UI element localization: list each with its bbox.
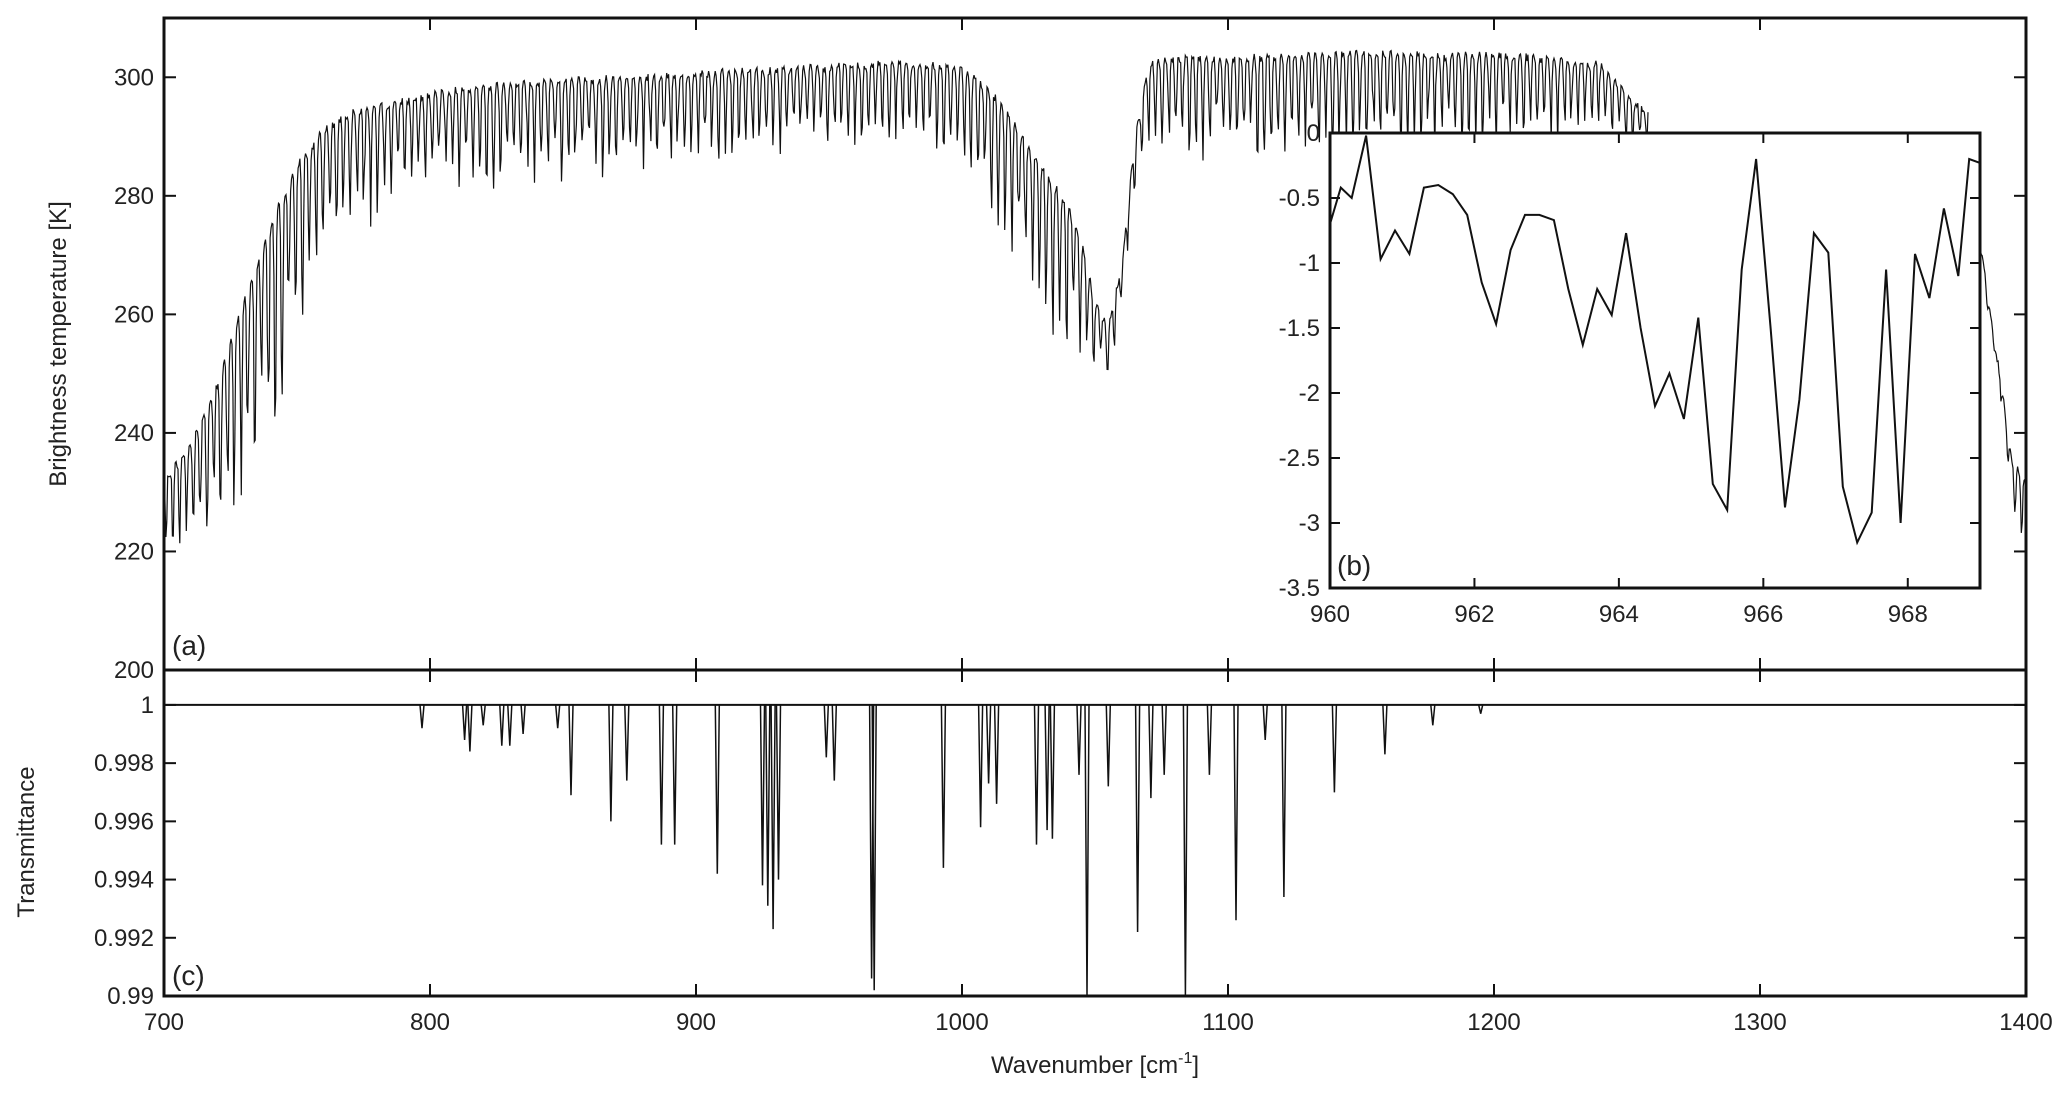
absorption-line	[993, 704, 1000, 804]
y-tick-label: 0.996	[94, 808, 154, 835]
panel-a-ticks: 200 220 240 260 280 300	[114, 18, 2027, 684]
absorption-line	[770, 704, 776, 930]
absorption-line	[759, 704, 766, 886]
y-tick-label: -3.5	[1279, 575, 1320, 602]
absorption-line	[520, 704, 526, 735]
x-axis-title-exponent: -1	[1178, 1050, 1192, 1067]
x-tick-label: 800	[410, 1009, 450, 1036]
y-tick-label: -2	[1299, 380, 1320, 407]
absorption-line	[624, 704, 630, 781]
x-tick-label: 1100	[1202, 1009, 1254, 1036]
y-tick-label: 0.994	[94, 867, 154, 894]
panel-c-frame	[162, 668, 2028, 998]
x-tick-label: 1000	[935, 1009, 988, 1036]
absorption-line	[1182, 704, 1189, 997]
x-axis-title-end: ]	[1192, 1052, 1199, 1079]
panel-c-ticks: 0.99 0.992 0.994 0.996 0.998 1 700 800 900 1000 11…	[94, 670, 2053, 1036]
absorption-line	[1084, 704, 1090, 997]
y-tick-label: 0	[1307, 120, 1320, 147]
absorption-line	[1206, 704, 1213, 775]
absorption-line	[1076, 704, 1082, 775]
panel-c-series	[164, 703, 2026, 997]
absorption-line	[467, 704, 473, 752]
absorption-line	[1233, 704, 1239, 921]
y-tick-label: -1	[1299, 250, 1320, 277]
panel-a-tag: (a)	[172, 630, 206, 661]
x-tick-label: 966	[1743, 601, 1783, 628]
x-tick-label: 1200	[1467, 1009, 1520, 1036]
absorption-line	[871, 704, 877, 991]
y-tick-label: -0.5	[1279, 185, 1320, 212]
absorption-line	[940, 704, 947, 868]
panel-c-ylabel: Transmittance	[13, 766, 40, 917]
panel-b-background	[1330, 133, 1980, 588]
y-tick-label: 300	[114, 64, 154, 91]
absorption-line	[568, 704, 574, 796]
panel-b-tag: (b)	[1337, 550, 1371, 581]
absorption-line	[1134, 704, 1141, 933]
x-axis-title-main: Wavenumber [cm	[991, 1052, 1178, 1079]
absorption-line	[985, 704, 992, 784]
absorption-line	[499, 704, 505, 746]
y-tick-label: 280	[114, 183, 154, 210]
absorption-line	[1049, 704, 1056, 839]
absorption-line	[1382, 704, 1388, 755]
absorption-line	[1477, 704, 1484, 714]
absorption-line	[1430, 704, 1436, 726]
x-tick-label: 960	[1310, 601, 1350, 628]
absorption-line	[480, 704, 486, 726]
absorption-line	[1331, 704, 1338, 793]
absorption-line	[554, 704, 561, 729]
y-tick-label: 240	[114, 420, 154, 447]
absorption-line	[775, 704, 782, 880]
x-tick-label: 962	[1454, 601, 1494, 628]
y-tick-label: 200	[114, 657, 154, 684]
x-tick-label: 1400	[1999, 1009, 2052, 1036]
y-tick-label: -3	[1299, 510, 1320, 537]
y-tick-label: 0.998	[94, 750, 154, 777]
y-tick-label: 0.99	[107, 983, 154, 1010]
absorption-line	[608, 704, 614, 822]
x-tick-label: 968	[1888, 601, 1928, 628]
y-tick-label: 260	[114, 301, 154, 328]
x-axis-title: Wavenumber [cm-1]	[991, 1050, 1199, 1079]
absorption-line	[1262, 704, 1268, 740]
absorption-line	[671, 704, 678, 845]
absorption-line	[1161, 704, 1167, 775]
absorption-line	[831, 704, 838, 781]
absorption-line	[765, 704, 771, 906]
absorption-line	[714, 704, 721, 874]
absorption-line	[823, 704, 830, 758]
y-tick-label: -1.5	[1279, 315, 1320, 342]
absorption-line	[461, 704, 468, 740]
panel-c-tag: (c)	[172, 960, 205, 991]
absorption-line	[419, 704, 425, 729]
absorption-line	[658, 704, 665, 845]
panel-a-ylabel: Brightness temperature [K]	[45, 201, 72, 486]
y-tick-label: 0.992	[94, 925, 154, 952]
absorption-line	[1148, 704, 1154, 799]
panel-b-series	[1329, 135, 1981, 546]
panel-b-frame	[1328, 131, 1982, 590]
absorption-line	[977, 704, 984, 828]
absorption-line	[1033, 704, 1040, 845]
x-tick-label: 700	[144, 1009, 184, 1036]
absorption-line	[1044, 704, 1050, 831]
absorption-line	[507, 704, 513, 746]
x-tick-label: 900	[676, 1009, 716, 1036]
y-tick-label: 1	[141, 692, 154, 719]
absorption-line	[1281, 704, 1287, 898]
x-tick-label: 964	[1599, 601, 1639, 628]
panel-c-transmittance: 0.99 0.992 0.994 0.996 0.998 1 700 800 900 1000 11…	[13, 668, 2053, 1036]
absorption-line	[1105, 704, 1112, 787]
panel-b-series-line	[1329, 135, 1981, 546]
y-tick-label: 220	[114, 538, 154, 565]
y-tick-label: -2.5	[1279, 445, 1320, 472]
x-tick-label: 1300	[1733, 1009, 1786, 1036]
